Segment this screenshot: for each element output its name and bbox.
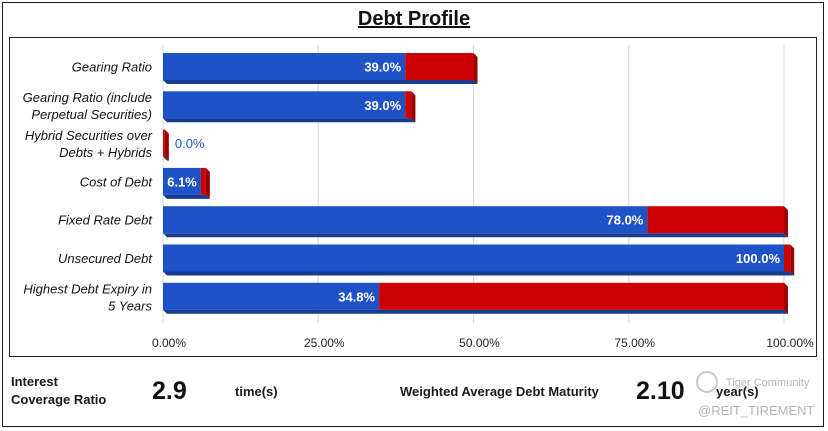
- icr-label-line1: Interest: [11, 374, 58, 389]
- icr-unit: time(s): [235, 384, 278, 399]
- x-tick-label: 100.00%: [766, 336, 814, 350]
- data-label: 100.0%: [736, 251, 781, 266]
- bar-bottom: [163, 156, 169, 161]
- bar-remainder-segment: [784, 244, 791, 272]
- icr-value: 2.9: [152, 377, 187, 405]
- bar-side: [790, 244, 795, 276]
- wadm-unit: year(s): [716, 384, 759, 399]
- bar-remainder-segment: [379, 282, 784, 310]
- category-label: Debts + Hybrids: [59, 145, 152, 160]
- category-label: Fixed Rate Debt: [58, 213, 153, 228]
- data-label: 78.0%: [607, 213, 644, 228]
- bar-remainder-segment: [405, 91, 412, 119]
- bar-value-segment: [163, 167, 201, 195]
- bar-side: [784, 282, 788, 314]
- category-label: Cost of Debt: [80, 174, 154, 189]
- bar-side: [411, 91, 416, 123]
- x-tick-label: 75.00%: [614, 336, 655, 350]
- data-label: 39.0%: [364, 60, 401, 75]
- bar-bottom: [163, 233, 788, 238]
- tiger-logo-icon: [696, 371, 718, 393]
- bar-bottom: [163, 309, 788, 314]
- data-label: 0.0%: [175, 136, 205, 151]
- bar-side: [784, 206, 788, 238]
- bar-remainder-segment: [163, 129, 165, 157]
- data-label: 39.0%: [364, 98, 401, 113]
- x-tick-label: 0.00%: [152, 336, 186, 350]
- bar-value-segment: [163, 53, 406, 80]
- category-label: Perpetual Securities): [31, 107, 152, 122]
- bar-side: [164, 129, 169, 161]
- bar-remainder-segment: [405, 53, 474, 80]
- wadm-value: 2.10: [636, 377, 685, 405]
- watermark: Tiger Community @REIT_TIREMENT: [696, 371, 820, 423]
- wadm-label: Weighted Average Debt Maturity: [400, 384, 599, 399]
- chart-area: [9, 37, 817, 357]
- icr-label: Interest Coverage Ratio: [11, 373, 106, 409]
- data-label: 6.1%: [167, 174, 197, 189]
- bar-side: [205, 167, 210, 199]
- x-tick-label: 50.00%: [459, 336, 500, 350]
- figure-frame: [2, 2, 824, 427]
- category-label: Highest Debt Expiry in: [23, 281, 152, 296]
- category-label: Hybrid Securities over: [25, 128, 153, 143]
- data-label: 34.8%: [338, 289, 375, 304]
- x-tick-label: 25.00%: [304, 336, 345, 350]
- bar-remainder-segment: [200, 167, 206, 195]
- category-label: Unsecured Debt: [58, 251, 153, 266]
- bar-value-segment: [163, 91, 406, 119]
- bar-bottom: [163, 194, 210, 199]
- watermark-handle: @REIT_TIREMENT: [698, 403, 815, 418]
- bar-value-segment: [163, 244, 784, 272]
- icr-label-line2: Coverage Ratio: [11, 392, 107, 407]
- bar-bottom: [163, 271, 795, 276]
- chart-title: Debt Profile: [357, 8, 471, 30]
- category-label: 5 Years: [108, 298, 152, 313]
- bar-bottom: [163, 118, 416, 123]
- category-label: Gearing Ratio: [72, 60, 152, 75]
- category-label: Gearing Ratio (include: [23, 90, 152, 105]
- watermark-brand: Tiger Community: [726, 377, 810, 389]
- bar-remainder-segment: [647, 206, 784, 234]
- bar-bottom: [163, 80, 478, 84]
- bar-value-segment: [163, 206, 648, 234]
- bar-value-segment: [163, 282, 380, 310]
- bar-side: [473, 53, 478, 84]
